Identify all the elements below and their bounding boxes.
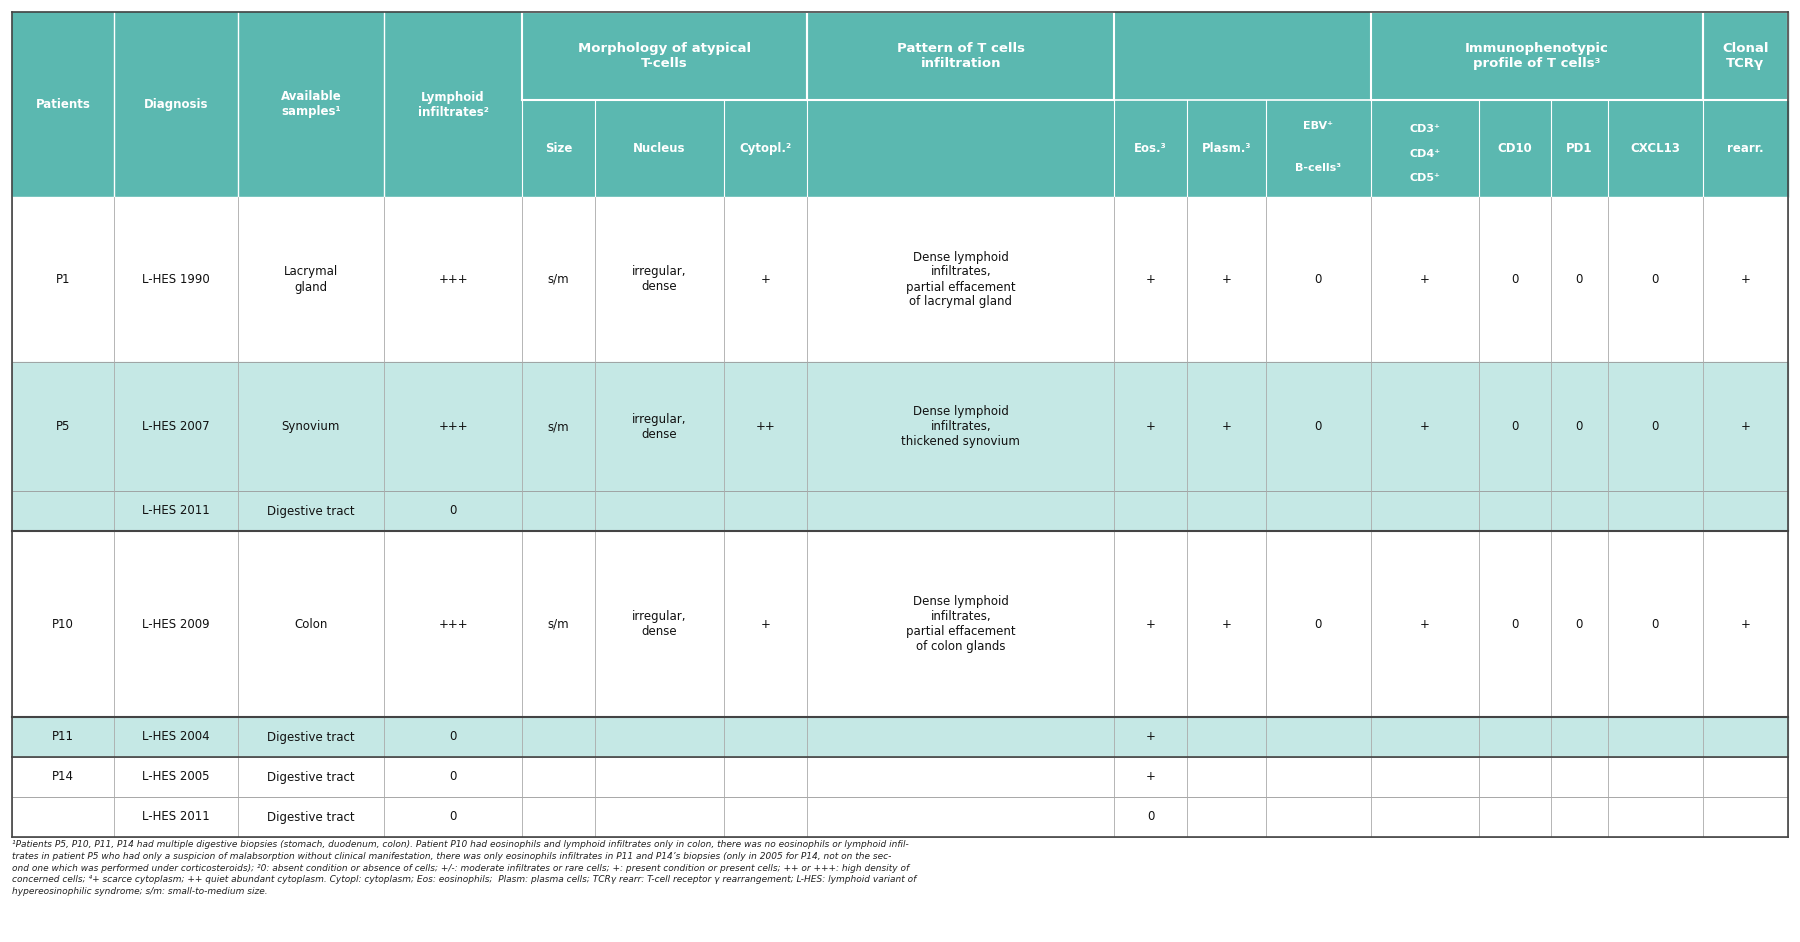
Text: 0: 0 bbox=[1651, 420, 1660, 433]
Text: +: + bbox=[1420, 618, 1429, 630]
Text: irregular,
dense: irregular, dense bbox=[632, 610, 686, 638]
Text: 0: 0 bbox=[450, 505, 457, 517]
Polygon shape bbox=[13, 362, 1787, 491]
Text: CD5⁺: CD5⁺ bbox=[1409, 172, 1440, 183]
Text: Digestive tract: Digestive tract bbox=[266, 730, 355, 743]
Text: Nucleus: Nucleus bbox=[634, 142, 686, 155]
Text: +: + bbox=[1145, 273, 1156, 286]
Text: 0: 0 bbox=[1314, 420, 1321, 433]
Text: CD3⁺: CD3⁺ bbox=[1409, 124, 1440, 134]
Text: Colon: Colon bbox=[293, 618, 328, 630]
Text: Cytopl.²: Cytopl.² bbox=[740, 142, 792, 155]
Text: 0: 0 bbox=[1314, 273, 1321, 286]
Text: +++: +++ bbox=[439, 618, 468, 630]
Polygon shape bbox=[13, 797, 1787, 837]
Text: 0: 0 bbox=[450, 730, 457, 743]
Text: s/m: s/m bbox=[547, 618, 569, 630]
Text: P14: P14 bbox=[52, 771, 74, 784]
Text: P5: P5 bbox=[56, 420, 70, 433]
Text: +: + bbox=[1741, 618, 1750, 630]
Text: +: + bbox=[1222, 420, 1231, 433]
Text: B-cells³: B-cells³ bbox=[1296, 163, 1341, 173]
Text: 0: 0 bbox=[450, 771, 457, 784]
Text: P1: P1 bbox=[56, 273, 70, 286]
Polygon shape bbox=[13, 717, 1787, 757]
Text: +: + bbox=[760, 273, 770, 286]
Text: Lacrymal
gland: Lacrymal gland bbox=[284, 266, 338, 294]
Text: ¹Patients P5, P10, P11, P14 had multiple digestive biopsies (stomach, duodenum, : ¹Patients P5, P10, P11, P14 had multiple… bbox=[13, 840, 916, 896]
Text: CD10: CD10 bbox=[1498, 142, 1532, 155]
Text: 0: 0 bbox=[450, 810, 457, 823]
Text: 0: 0 bbox=[1575, 618, 1582, 630]
Text: L-HES 2009: L-HES 2009 bbox=[142, 618, 211, 630]
Text: L-HES 2007: L-HES 2007 bbox=[142, 420, 211, 433]
Text: s/m: s/m bbox=[547, 420, 569, 433]
Text: L-HES 2004: L-HES 2004 bbox=[142, 730, 211, 743]
Polygon shape bbox=[13, 197, 1787, 362]
Text: 0: 0 bbox=[1575, 420, 1582, 433]
Polygon shape bbox=[13, 12, 1787, 197]
Text: 0: 0 bbox=[1314, 618, 1321, 630]
Text: Immunophenotypic
profile of T cells³: Immunophenotypic profile of T cells³ bbox=[1465, 42, 1609, 70]
Text: Eos.³: Eos.³ bbox=[1134, 142, 1166, 155]
Polygon shape bbox=[13, 491, 1787, 531]
Text: +: + bbox=[1420, 273, 1429, 286]
Text: +: + bbox=[1145, 420, 1156, 433]
Text: +: + bbox=[1145, 618, 1156, 630]
Text: +: + bbox=[1145, 730, 1156, 743]
Text: +: + bbox=[760, 618, 770, 630]
Text: 0: 0 bbox=[1510, 618, 1519, 630]
Text: Available
samples¹: Available samples¹ bbox=[281, 90, 342, 119]
Text: Dense lymphoid
infiltrates,
thickened synovium: Dense lymphoid infiltrates, thickened sy… bbox=[902, 405, 1021, 448]
Text: 0: 0 bbox=[1510, 273, 1519, 286]
Text: +++: +++ bbox=[439, 273, 468, 286]
Text: 0: 0 bbox=[1575, 273, 1582, 286]
Text: 0: 0 bbox=[1651, 618, 1660, 630]
Text: P10: P10 bbox=[52, 618, 74, 630]
Text: Diagnosis: Diagnosis bbox=[144, 98, 209, 111]
Text: L-HES 2011: L-HES 2011 bbox=[142, 810, 211, 823]
Polygon shape bbox=[13, 757, 1787, 797]
Text: +: + bbox=[1222, 273, 1231, 286]
Text: Morphology of atypical
T-cells: Morphology of atypical T-cells bbox=[578, 42, 751, 70]
Polygon shape bbox=[13, 531, 1787, 717]
Text: Synovium: Synovium bbox=[281, 420, 340, 433]
Text: 0: 0 bbox=[1510, 420, 1519, 433]
Text: Dense lymphoid
infiltrates,
partial effacement
of lacrymal gland: Dense lymphoid infiltrates, partial effa… bbox=[905, 251, 1015, 308]
Text: 0: 0 bbox=[1651, 273, 1660, 286]
Text: Digestive tract: Digestive tract bbox=[266, 810, 355, 823]
Text: P11: P11 bbox=[52, 730, 74, 743]
Text: +: + bbox=[1222, 618, 1231, 630]
Text: Clonal
TCRγ: Clonal TCRγ bbox=[1723, 42, 1769, 70]
Text: CXCL13: CXCL13 bbox=[1631, 142, 1679, 155]
Text: Patients: Patients bbox=[36, 98, 90, 111]
Text: PD1: PD1 bbox=[1566, 142, 1593, 155]
Text: +: + bbox=[1741, 273, 1750, 286]
Text: s/m: s/m bbox=[547, 273, 569, 286]
Text: +++: +++ bbox=[439, 420, 468, 433]
Text: Digestive tract: Digestive tract bbox=[266, 505, 355, 517]
Text: Digestive tract: Digestive tract bbox=[266, 771, 355, 784]
Text: +: + bbox=[1420, 420, 1429, 433]
Text: L-HES 2011: L-HES 2011 bbox=[142, 505, 211, 517]
Text: CD4⁺: CD4⁺ bbox=[1409, 150, 1440, 159]
Text: rearr.: rearr. bbox=[1726, 142, 1764, 155]
Text: Dense lymphoid
infiltrates,
partial effacement
of colon glands: Dense lymphoid infiltrates, partial effa… bbox=[905, 595, 1015, 653]
Text: ++: ++ bbox=[756, 420, 776, 433]
Text: Lymphoid
infiltrates²: Lymphoid infiltrates² bbox=[418, 90, 488, 119]
Text: L-HES 1990: L-HES 1990 bbox=[142, 273, 211, 286]
Text: irregular,
dense: irregular, dense bbox=[632, 413, 686, 441]
Text: Plasm.³: Plasm.³ bbox=[1202, 142, 1251, 155]
Text: irregular,
dense: irregular, dense bbox=[632, 266, 686, 294]
Text: EBV⁺: EBV⁺ bbox=[1303, 121, 1334, 131]
Text: Pattern of T cells
infiltration: Pattern of T cells infiltration bbox=[896, 42, 1024, 70]
Text: L-HES 2005: L-HES 2005 bbox=[142, 771, 211, 784]
Text: +: + bbox=[1145, 771, 1156, 784]
Text: 0: 0 bbox=[1147, 810, 1154, 823]
Text: +: + bbox=[1741, 420, 1750, 433]
Text: Size: Size bbox=[545, 142, 572, 155]
